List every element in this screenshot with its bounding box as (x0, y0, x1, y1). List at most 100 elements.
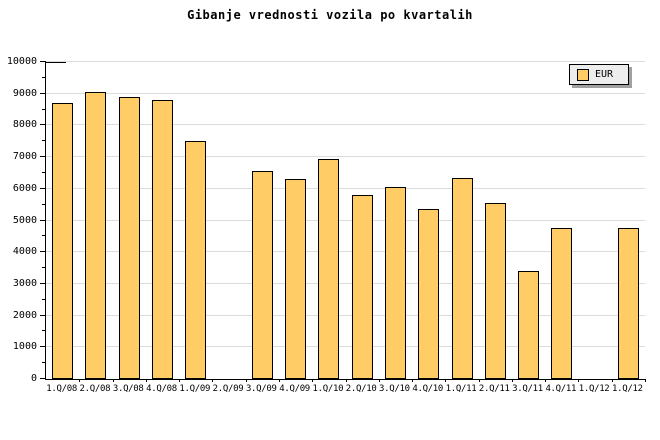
x-axis-tick-label: 4.Q/11 (545, 384, 577, 394)
y-axis-tick-label: 2000 (12, 309, 37, 321)
x-axis-tick (212, 379, 214, 382)
bar (118, 96, 140, 379)
y-minor-tick (42, 362, 46, 364)
bar (185, 141, 207, 379)
x-axis-tick-label: 1.Q/09 (179, 384, 211, 394)
y-major-tick (40, 92, 46, 94)
x-axis-tick (645, 379, 646, 382)
bar (318, 158, 340, 379)
bar-slot (246, 62, 279, 379)
y-axis-tick-label: 10000 (6, 56, 37, 67)
gridline (46, 251, 645, 253)
y-minor-tick (42, 171, 46, 173)
y-major-tick (40, 124, 46, 126)
y-major-tick (40, 251, 46, 253)
bar (418, 209, 440, 379)
x-axis-tick (478, 379, 480, 382)
x-axis-tick-label: 1.Q/11 (445, 384, 477, 394)
bar-slot (545, 62, 578, 379)
y-minor-tick (42, 140, 46, 142)
y-major-tick (40, 282, 46, 284)
y-minor-tick (42, 203, 46, 205)
x-axis-tick (179, 379, 181, 382)
gridline (46, 156, 645, 158)
y-axis-labels: 0 1000 2000 3000 4000 5000 6000 7000 8000 9000 100… (0, 57, 37, 384)
x-axis-tick-label: 2.Q/08 (79, 384, 111, 394)
bar-slot (479, 62, 512, 379)
y-minor-tick (42, 298, 46, 300)
x-axis-tick-label: 1.Q/12 (612, 384, 643, 394)
x-axis-tick-label: 3.Q/10 (379, 384, 410, 394)
y-major-tick (40, 156, 46, 158)
x-axis-tick-label: 1.Q/10 (312, 384, 344, 394)
x-axis-tick (578, 379, 580, 382)
y-axis-tick-label: 3000 (12, 277, 37, 289)
bar-slot (412, 62, 445, 379)
bar-slot (612, 62, 645, 379)
bar-slot (113, 62, 146, 379)
y-minor-tick (42, 108, 46, 110)
chart-title: Gibanje vrednosti vozila po kvartalih (187, 8, 473, 22)
bar (251, 171, 273, 379)
y-major-tick (40, 314, 46, 316)
bar (617, 228, 639, 379)
x-axis-tick-label: 4.Q/09 (279, 384, 310, 394)
y-axis-tick-label: 8000 (12, 119, 37, 131)
x-axis-tick (545, 379, 547, 382)
bar-slot (279, 62, 312, 379)
gridline (46, 282, 645, 284)
bar-slot (379, 62, 412, 379)
bar (151, 100, 173, 379)
bar-slot (212, 62, 245, 379)
x-axis-tick (112, 379, 114, 382)
y-minor-tick (42, 267, 46, 269)
bar (484, 203, 506, 379)
y-axis-tick-label: 9000 (12, 87, 37, 99)
bar-series (46, 62, 645, 379)
bar (551, 228, 573, 379)
y-minor-tick (42, 235, 46, 237)
y-axis-tick-label: 4000 (12, 246, 37, 258)
x-axis-tick-label: 3.Q/11 (512, 384, 543, 394)
bar (384, 187, 406, 379)
bar (52, 103, 74, 379)
y-major-tick (40, 378, 46, 379)
legend-box: EUR (569, 64, 629, 85)
x-axis-tick-label: 1.Q/12 (578, 384, 610, 394)
bar-slot (46, 62, 79, 379)
x-axis-tick-label: 2.Q/10 (345, 384, 377, 394)
y-major-tick (40, 61, 46, 62)
x-axis-labels: 1.Q/08 2.Q/08 3.Q/08 4.Q/08 1.Q/09 2.Q/09 3.Q/… (45, 384, 644, 398)
gridline (46, 219, 645, 221)
bar (351, 195, 373, 379)
plot-area (40, 61, 646, 382)
bar-slot (579, 62, 612, 379)
y-axis-tick-label: 6000 (12, 182, 37, 194)
y-axis-tick-label: 0 (30, 373, 37, 384)
x-axis-tick (79, 379, 81, 382)
y-major-tick (40, 187, 46, 189)
x-axis-tick-label: 2.Q/09 (212, 384, 244, 394)
bar-slot (146, 62, 179, 379)
x-axis-tick (145, 379, 147, 382)
gridline (46, 314, 645, 316)
x-axis-tick (245, 379, 247, 382)
bar-slot (179, 62, 212, 379)
x-axis-tick-label: 2.Q/11 (478, 384, 510, 394)
gridline (46, 346, 645, 348)
x-axis-tick (345, 379, 347, 382)
x-axis-tick-label: 4.Q/08 (146, 384, 177, 394)
x-axis-tick (312, 379, 314, 382)
x-axis-tick-label: 3.Q/09 (245, 384, 277, 394)
x-axis-tick-label: 4.Q/10 (412, 384, 444, 394)
bar (285, 179, 307, 379)
bar (451, 177, 473, 379)
y-axis-tick-label: 7000 (12, 151, 37, 163)
x-axis-tick (378, 379, 380, 382)
legend-swatch-icon (577, 68, 589, 81)
y-axis-top-cap (46, 62, 66, 63)
legend-label: EUR (595, 68, 614, 80)
bar-slot (346, 62, 379, 379)
x-axis-tick (611, 379, 613, 382)
